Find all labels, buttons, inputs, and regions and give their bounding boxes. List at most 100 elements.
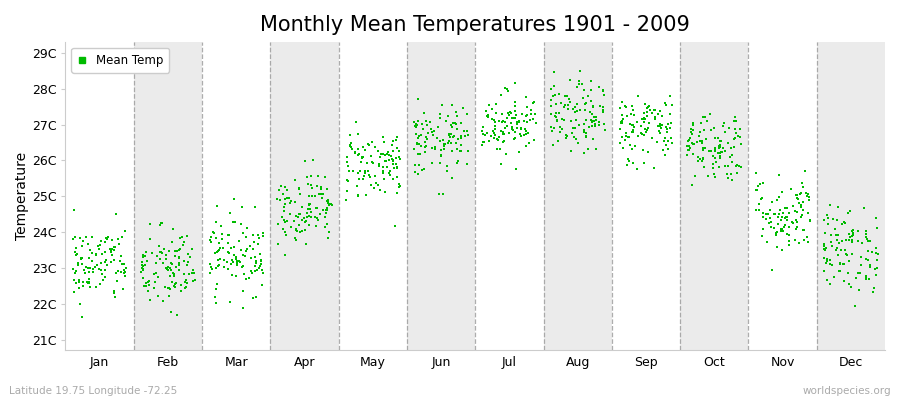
Point <box>791 200 806 206</box>
Point <box>790 195 805 202</box>
Point <box>86 234 100 240</box>
Point <box>240 246 255 252</box>
Point <box>706 165 721 172</box>
Point <box>94 237 108 244</box>
Point <box>434 151 448 158</box>
Point <box>115 285 130 292</box>
Point <box>299 241 313 248</box>
Point <box>763 215 778 222</box>
Point <box>868 272 883 278</box>
Point <box>217 257 231 263</box>
Point <box>764 218 778 225</box>
Point <box>760 239 774 245</box>
Point <box>103 246 117 252</box>
Point <box>135 264 149 271</box>
Point <box>278 184 293 190</box>
Point <box>186 278 201 284</box>
Point <box>162 284 176 291</box>
Point <box>519 94 534 100</box>
Point <box>728 130 742 136</box>
Point <box>585 122 599 129</box>
Point <box>215 236 230 242</box>
Point <box>693 156 707 162</box>
Point <box>74 256 88 262</box>
Point <box>578 101 592 108</box>
Point <box>751 187 765 194</box>
Point <box>476 124 491 130</box>
Point <box>187 277 202 284</box>
Point <box>277 251 292 258</box>
Point <box>508 115 522 121</box>
Point <box>212 248 226 254</box>
Point <box>596 86 610 93</box>
Point <box>297 158 311 164</box>
Point <box>321 200 336 206</box>
Point <box>324 201 338 207</box>
Point <box>650 139 664 146</box>
Point <box>868 250 883 256</box>
Point <box>68 280 83 286</box>
Point <box>106 288 121 295</box>
Point <box>644 110 659 116</box>
Point <box>801 191 815 198</box>
Point <box>386 176 400 182</box>
Point <box>361 141 375 147</box>
Point <box>776 210 790 216</box>
Point <box>845 239 859 246</box>
Point <box>695 138 709 144</box>
Bar <box>680 42 749 350</box>
Point <box>426 132 440 138</box>
Bar <box>407 42 475 350</box>
Point <box>458 133 473 140</box>
Point <box>69 268 84 274</box>
Point <box>360 160 374 166</box>
Point <box>320 234 335 241</box>
Point <box>488 118 502 125</box>
Point <box>789 192 804 198</box>
Point <box>686 151 700 157</box>
Point <box>294 217 309 223</box>
Point <box>176 258 191 264</box>
Point <box>837 261 851 268</box>
Point <box>788 216 803 223</box>
Point <box>569 116 583 123</box>
Point <box>718 128 733 135</box>
Point <box>236 252 250 258</box>
Point <box>178 284 193 290</box>
Point <box>768 211 782 217</box>
Point <box>116 261 130 268</box>
Point <box>500 123 514 129</box>
Point <box>376 133 391 140</box>
Point <box>390 145 404 151</box>
Point <box>784 186 798 192</box>
Point <box>386 160 400 167</box>
Point <box>105 237 120 244</box>
Point <box>442 130 456 137</box>
Point <box>680 138 695 144</box>
Point <box>634 130 649 137</box>
Point <box>802 194 816 200</box>
Point <box>371 182 385 188</box>
Point <box>613 139 627 146</box>
Point <box>92 246 106 252</box>
Point <box>848 303 862 309</box>
Point <box>615 112 629 118</box>
Point <box>389 155 403 161</box>
Point <box>376 170 391 176</box>
Point <box>496 138 510 145</box>
Bar <box>66 42 134 350</box>
Point <box>754 196 769 202</box>
Point <box>544 85 558 92</box>
Point <box>778 204 792 211</box>
Point <box>548 92 562 98</box>
Point <box>846 227 860 234</box>
Bar <box>134 42 202 350</box>
Point <box>706 160 720 167</box>
Point <box>696 154 710 161</box>
Point <box>545 128 560 135</box>
Point <box>846 230 860 236</box>
Point <box>354 158 368 165</box>
Point <box>292 185 306 192</box>
Point <box>680 151 695 158</box>
Point <box>179 277 194 283</box>
